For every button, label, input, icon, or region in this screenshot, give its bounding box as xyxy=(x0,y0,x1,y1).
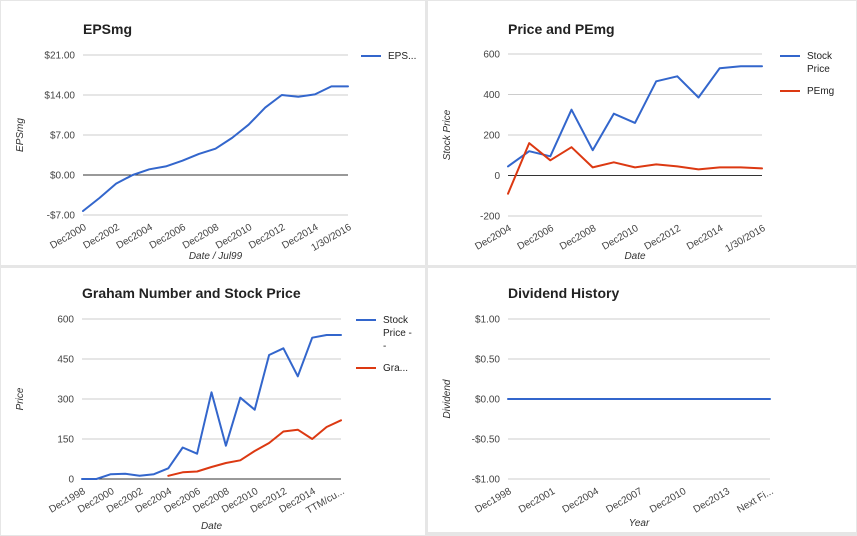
y-tick-label: $0.00 xyxy=(50,171,75,182)
y-tick-label: -200 xyxy=(480,212,500,223)
x-tick-label: Dec2006 xyxy=(148,222,189,252)
x-tick-label: Dec2010 xyxy=(648,486,689,516)
chart-title: EPSmg xyxy=(83,21,132,37)
x-tick-label: Dec2002 xyxy=(81,222,122,252)
series-line-2 xyxy=(167,419,342,477)
y-tick-label: -$0.50 xyxy=(472,435,501,446)
legend-label[interactable]: Stock xyxy=(807,51,833,62)
y-axis-label: Price xyxy=(15,387,26,410)
chart-svg-p1: EPSmg $21.00 $14.00 $7.00 $0.00 -$7.00Dec2000… xyxy=(15,21,416,262)
x-tick-label: Next Fi... xyxy=(735,486,775,516)
x-tick-label: Dec2008 xyxy=(558,223,599,253)
x-tick-label: Dec2014 xyxy=(685,223,726,253)
y-tick-label: 400 xyxy=(483,90,500,101)
y-tick-label: $14.00 xyxy=(44,91,75,102)
y-tick-label: $7.00 xyxy=(50,131,75,142)
x-tick-label: Dec2008 xyxy=(181,222,222,252)
x-tick-label: Dec2006 xyxy=(516,223,557,253)
x-tick-label: Dec2004 xyxy=(473,223,514,253)
series-line-1 xyxy=(507,65,763,168)
price-pe-chart-panel: Price and PEmg 600 400 200 0 -200 Dec2004 Dec20… xyxy=(428,1,856,265)
y-axis-label: Stock Price xyxy=(442,109,453,160)
legend-label[interactable]: Price xyxy=(807,64,830,75)
chart-title: Graham Number and Stock Price xyxy=(82,285,301,301)
series-line-1 xyxy=(82,85,349,212)
y-tick-label: 150 xyxy=(57,435,74,446)
y-tick-label: 0 xyxy=(68,475,74,486)
dividend-chart-panel: Dividend History $1.00 $0.50 $0.00 -$0.50 -$1… xyxy=(428,268,856,532)
x-tick-label: Dec2004 xyxy=(115,222,156,252)
x-tick-label: Dec1998 xyxy=(473,486,514,516)
y-tick-label: 200 xyxy=(483,131,500,142)
y-tick-label: 600 xyxy=(483,50,500,61)
x-tick-label: Dec2010 xyxy=(214,222,255,252)
eps-chart-panel: EPSmg $21.00 $14.00 $7.00 $0.00 -$7.00 Dec2000… xyxy=(1,1,425,265)
y-axis-label: EPSmg xyxy=(15,118,26,152)
y-tick-label: -$1.00 xyxy=(472,475,501,486)
x-tick-label: Dec2000 xyxy=(48,222,89,252)
legend-label[interactable]: EPS... xyxy=(388,51,416,62)
series-line-1 xyxy=(81,334,342,480)
y-tick-label: $1.00 xyxy=(475,315,500,326)
y-tick-label: $0.50 xyxy=(475,355,500,366)
legend-label[interactable]: Stock xyxy=(383,315,409,326)
y-tick-label: 600 xyxy=(57,315,74,326)
y-tick-label: 450 xyxy=(57,355,74,366)
x-tick-label: Dec2013 xyxy=(692,486,733,516)
legend-label[interactable]: Gra... xyxy=(383,363,408,374)
y-tick-label: 300 xyxy=(57,395,74,406)
legend-label[interactable]: - xyxy=(383,341,386,352)
chart-title: Dividend History xyxy=(508,285,619,301)
y-tick-label: 0 xyxy=(494,171,500,182)
x-tick-label: Dec2012 xyxy=(247,222,288,252)
chart-svg-p3: Graham Number and Stock Price 600 450 300 15… xyxy=(15,285,412,532)
chart-title: Price and PEmg xyxy=(508,21,615,37)
x-tick-label: Dec2010 xyxy=(600,223,641,253)
x-tick-label: Dec2004 xyxy=(561,486,602,516)
x-tick-label: 1/30/2016 xyxy=(723,223,767,255)
y-tick-label: $21.00 xyxy=(44,51,75,62)
x-axis-label: Date xyxy=(201,521,223,532)
x-tick-label: Dec2001 xyxy=(517,486,558,516)
y-axis-label: Dividend xyxy=(442,379,453,418)
y-tick-label: $0.00 xyxy=(475,395,500,406)
x-tick-label: Dec2012 xyxy=(643,223,684,253)
x-axis-label: Date / Jul99 xyxy=(189,251,243,262)
chart-svg-p4: Dividend History $1.00 $0.50 $0.00 -$0.50 -$1… xyxy=(442,285,776,529)
x-tick-label: Dec2007 xyxy=(604,486,645,516)
x-axis-label: Year xyxy=(629,518,650,529)
legend-label[interactable]: PEmg xyxy=(807,86,834,97)
series-line-2 xyxy=(507,142,763,195)
legend-label[interactable]: Price - xyxy=(383,328,412,339)
x-axis-label: Date xyxy=(624,251,646,262)
graham-chart-panel: Graham Number and Stock Price 600 450 300 15… xyxy=(1,268,425,535)
y-tick-label: -$7.00 xyxy=(47,211,76,222)
